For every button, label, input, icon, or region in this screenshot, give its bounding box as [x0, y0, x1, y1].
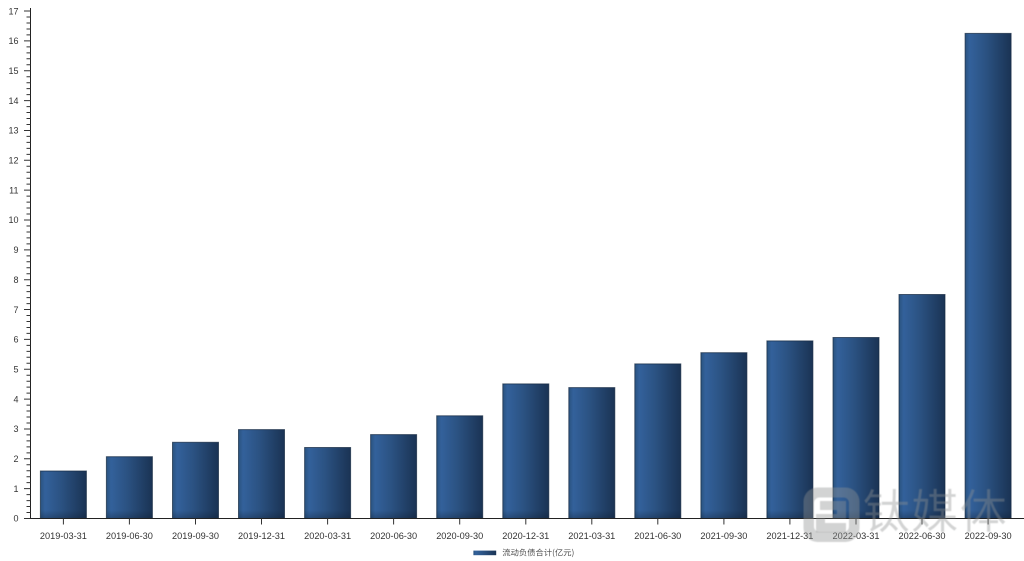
- svg-text:2022-09-30: 2022-09-30: [965, 531, 1012, 541]
- svg-text:0: 0: [13, 514, 18, 524]
- svg-text:14: 14: [8, 96, 18, 106]
- svg-text:11: 11: [9, 185, 18, 195]
- svg-text:2019-06-30: 2019-06-30: [106, 531, 153, 541]
- svg-text:2021-06-30: 2021-06-30: [634, 531, 681, 541]
- svg-text:10: 10: [8, 215, 18, 225]
- svg-text:12: 12: [8, 156, 18, 166]
- svg-text:2021-12-31: 2021-12-31: [766, 531, 813, 541]
- svg-text:5: 5: [13, 364, 18, 374]
- svg-text:13: 13: [8, 126, 18, 136]
- svg-text:8: 8: [13, 275, 18, 285]
- svg-text:2020-12-31: 2020-12-31: [502, 531, 549, 541]
- svg-text:17: 17: [8, 6, 18, 16]
- svg-text:2020-06-30: 2020-06-30: [370, 531, 417, 541]
- svg-text:9: 9: [13, 245, 18, 255]
- svg-text:2022-06-30: 2022-06-30: [899, 531, 946, 541]
- svg-text:2019-09-30: 2019-09-30: [172, 531, 219, 541]
- svg-text:2019-12-31: 2019-12-31: [238, 531, 285, 541]
- svg-text:2021-03-31: 2021-03-31: [568, 531, 615, 541]
- svg-text:2020-03-31: 2020-03-31: [304, 531, 351, 541]
- svg-text:4: 4: [13, 394, 18, 404]
- svg-text:2020-09-30: 2020-09-30: [436, 531, 483, 541]
- svg-text:2021-09-30: 2021-09-30: [700, 531, 747, 541]
- svg-text:7: 7: [13, 305, 18, 315]
- svg-text:6: 6: [13, 335, 18, 345]
- svg-text:2: 2: [13, 454, 18, 464]
- svg-text:15: 15: [8, 66, 18, 76]
- svg-text:2019-03-31: 2019-03-31: [40, 531, 87, 541]
- svg-text:1: 1: [13, 484, 18, 494]
- svg-text:3: 3: [13, 424, 18, 434]
- svg-text:16: 16: [8, 36, 18, 46]
